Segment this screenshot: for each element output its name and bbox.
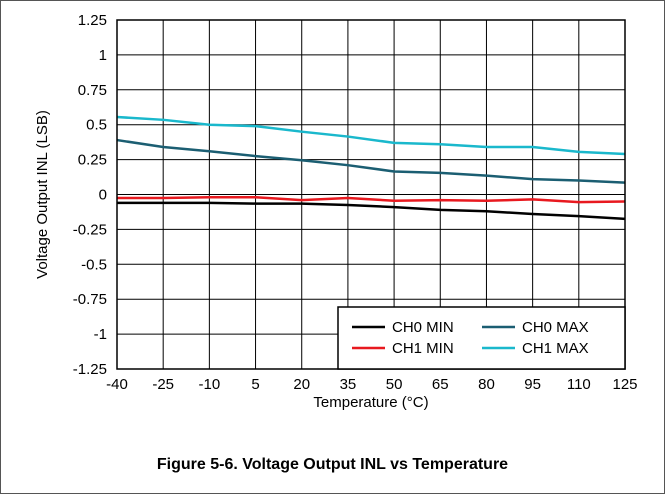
y-axis-title: Voltage Output INL (LSB) <box>34 110 51 279</box>
x-tick-label: 5 <box>251 376 259 393</box>
y-tick-label: -1.25 <box>73 361 107 378</box>
y-tick-label: 1 <box>99 47 107 64</box>
x-tick-label: 110 <box>567 376 591 393</box>
legend: CH0 MIN CH0 MAX CH1 MIN CH1 MAX <box>337 306 626 370</box>
legend-box <box>337 306 626 370</box>
x-tick-label: 65 <box>432 376 449 393</box>
y-tick-label: 0.75 <box>78 82 107 99</box>
y-tick-labels: 1.25 1 0.75 0.5 0.25 0 -0.25 -0.5 -0.75 -1 -1.25 <box>73 12 107 378</box>
x-tick-label: 95 <box>524 376 541 393</box>
x-tick-label: 35 <box>340 376 357 393</box>
x-tick-label: -25 <box>152 376 174 393</box>
x-tick-labels: -40 -25 -10 5 20 35 50 65 80 95 110 125 <box>106 376 637 393</box>
x-tick-label: 20 <box>293 376 310 393</box>
x-tick-label: 50 <box>386 376 403 393</box>
legend-label: CH0 MIN <box>392 319 454 336</box>
y-tick-label: -0.75 <box>73 291 107 308</box>
y-tick-label: 0.25 <box>78 152 107 169</box>
y-tick-label: -1 <box>94 326 107 343</box>
legend-label: CH1 MIN <box>392 340 454 357</box>
series-line <box>116 138 626 184</box>
series-line <box>117 201 626 221</box>
y-tick-label: 0.5 <box>86 117 107 134</box>
x-axis-title: Temperature (°C) <box>313 394 428 411</box>
series-layer <box>116 115 626 221</box>
x-tick-label: 125 <box>612 376 637 393</box>
y-tick-label: -0.5 <box>81 256 107 273</box>
x-tick-label: -10 <box>199 376 221 393</box>
figure-caption: Figure 5-6. Voltage Output INL vs Temper… <box>156 456 509 473</box>
x-tick-label: -40 <box>106 376 128 393</box>
x-tick-label: 80 <box>478 376 495 393</box>
y-tick-label: 0 <box>99 187 107 204</box>
series-line <box>116 115 626 156</box>
legend-label: CH1 MAX <box>522 340 589 357</box>
series-line <box>117 196 626 204</box>
legend-label: CH0 MAX <box>522 319 589 336</box>
y-tick-label: -0.25 <box>73 221 107 238</box>
y-tick-label: 1.25 <box>78 12 107 29</box>
